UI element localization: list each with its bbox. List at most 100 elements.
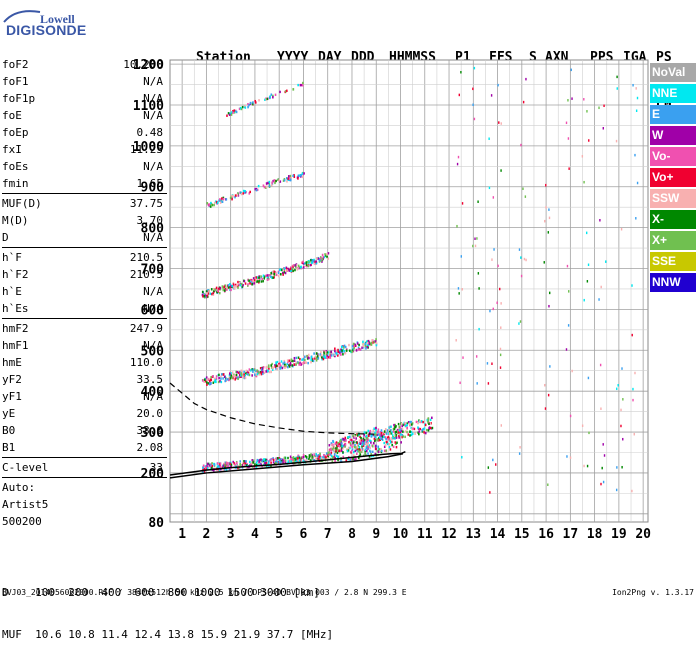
echo-point [271,276,274,280]
echo-point [336,352,338,355]
noise-point [518,452,521,455]
echo-point [351,350,353,354]
echo-point [355,349,358,352]
echo-point [222,286,224,289]
echo-point [402,435,405,438]
echo-point [354,458,356,461]
echo-point [297,177,299,180]
echo-point [242,375,244,379]
param-row: h`F 210.5 [2,249,167,266]
echo-point [279,268,282,271]
echo-point [409,423,411,426]
noise-point [475,355,478,358]
autoscale-note: Artist5 [2,498,49,511]
echo-point [242,189,245,193]
echo-point [371,341,374,345]
echo-point [391,434,394,437]
echo-point [378,434,381,437]
param-divider [2,477,167,478]
echo-point [364,450,367,453]
echo-point [364,431,367,434]
echo-point [276,360,279,364]
echo-point [340,353,342,356]
noise-point [601,466,603,470]
echo-point [275,179,277,183]
echo-point [272,179,274,183]
echo-point [395,430,398,434]
echo-point [235,370,237,374]
echo-point [427,417,430,420]
noise-point [498,121,500,124]
echo-point [223,468,226,471]
echo-point [345,348,348,351]
echo-point [374,452,377,456]
echo-point [244,460,247,463]
echo-point [218,376,220,380]
echo-point [224,284,227,287]
param-row: D N/A [2,229,167,246]
echo-point [256,276,258,279]
noise-point [621,465,623,469]
echo-point [352,342,355,346]
echo-point [377,450,380,454]
noise-point [474,237,476,240]
echo-point [349,446,351,450]
echo-point [431,426,434,430]
echo-point [258,99,260,102]
echo-point [217,287,220,291]
echo-point [271,457,273,461]
echo-point [279,461,281,465]
echo-point [258,373,261,376]
param-row: hmE 110.0 [2,354,167,371]
y-tick-label: 1100 [133,99,164,114]
echo-point [226,462,229,465]
x-tick-label: 10 [393,527,409,542]
noise-point [600,285,602,289]
noise-point [616,75,618,79]
param-value: N/A [143,390,163,403]
echo-point [224,464,227,467]
echo-point [334,457,337,460]
echo-point [343,443,346,447]
noise-point [458,292,460,295]
noise-point [565,348,568,351]
echo-point [238,283,240,287]
echo-point [353,347,355,350]
echo-point [247,103,249,106]
echo-point [203,380,205,383]
echo-point [401,428,404,431]
echo-point [283,267,286,270]
ionogram-chart: 1 2 3 4 5 6 7 8 9 10 11 12 13 14 15 16 17 18 19 20802003004… [133,58,651,542]
echo-point [327,356,330,359]
noise-point [478,287,480,290]
echo-point [203,294,206,298]
echo-point [274,462,276,466]
echo-point [228,376,231,380]
param-value: 33.5 [136,373,164,386]
echo-point [290,266,292,269]
echo-point [249,190,251,194]
echo-point [393,423,395,427]
echo-point [213,287,215,291]
echo-point [225,198,228,201]
echo-point [244,376,247,380]
echo-point [290,460,292,463]
noise-point [567,324,570,327]
echo-point [270,272,273,275]
noise-point [462,356,464,359]
echo-point [238,370,241,374]
echo-point [342,451,344,454]
echo-point [385,449,388,452]
echo-point [352,450,355,454]
echo-point [296,268,299,271]
echo-point [266,275,269,278]
echo-point [252,370,254,373]
echo-point [404,430,407,433]
echo-point [212,291,215,295]
echo-point [350,450,353,453]
echo-point [243,463,245,467]
echo-point [274,364,276,367]
echo-point [417,431,419,434]
echo-point [320,257,323,260]
echo-point [297,264,300,268]
